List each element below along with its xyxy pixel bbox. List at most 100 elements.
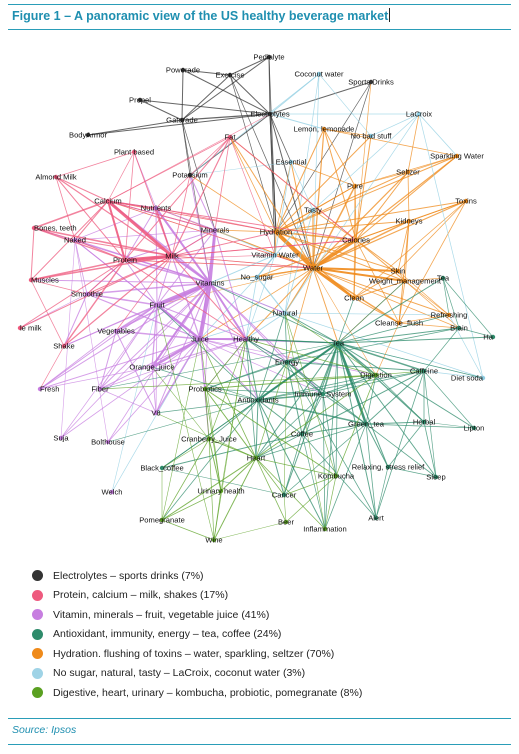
node-dot — [58, 435, 64, 441]
network-edge — [398, 220, 410, 324]
node-dot — [456, 325, 462, 331]
legend-label: Antioxidant, immunity, energy – tea, cof… — [53, 628, 282, 641]
node-digestion: Digestion — [360, 371, 392, 380]
network-edge — [204, 388, 324, 395]
network-edge — [124, 259, 314, 269]
node-label: Tea — [332, 339, 345, 348]
node-label: Heart — [247, 454, 266, 463]
node-label: Probiotics — [188, 385, 222, 394]
node-calories: Calories — [342, 236, 370, 245]
network-edge — [124, 254, 276, 261]
node-kidneys: Kidneys — [395, 217, 422, 226]
network-edge — [30, 279, 65, 347]
network-edge — [337, 342, 377, 376]
network-edge — [335, 374, 377, 477]
node-label: Sleep — [426, 473, 445, 482]
node-label: Clean — [344, 294, 364, 303]
network-edge — [124, 151, 135, 261]
node-dot — [28, 277, 34, 283]
network-edge — [323, 128, 372, 137]
network-edge — [353, 185, 356, 299]
network-edge — [375, 374, 425, 423]
network-edge — [255, 361, 288, 459]
node-dot — [316, 71, 322, 77]
network-edge — [404, 277, 444, 282]
network-edge — [199, 338, 257, 459]
node-label: Antioxidants — [237, 396, 279, 405]
node-beer: Beer — [278, 518, 295, 527]
network-edge — [257, 374, 377, 401]
network-edge — [284, 312, 377, 376]
network-edge — [199, 276, 258, 340]
node-greentea1: Tea — [437, 274, 450, 283]
network-edge — [323, 128, 458, 157]
network-edge — [312, 267, 339, 344]
node-label: Cranberry_Juice — [181, 435, 237, 444]
node-dot — [284, 359, 290, 365]
node-ha: Ha — [483, 333, 496, 342]
network-edge — [208, 399, 259, 440]
network-edge — [181, 69, 184, 121]
node-powerade: Powerade — [166, 66, 200, 75]
node-dot — [480, 375, 486, 381]
network-edge — [286, 361, 303, 435]
node-dot — [288, 159, 294, 165]
node-label: Beer — [278, 518, 295, 527]
network-edge — [398, 280, 406, 324]
node-dot — [159, 517, 165, 523]
node-dot — [17, 325, 23, 331]
network-edge — [124, 239, 357, 261]
network-edge — [423, 370, 437, 478]
network-edge — [115, 255, 173, 332]
network-edge — [74, 239, 88, 295]
node-label: No_sugar — [241, 273, 274, 282]
node-cranberry: Cranberry_Juice — [181, 435, 237, 444]
network-edge — [324, 423, 367, 530]
network-edge — [220, 457, 257, 492]
network-edge — [256, 239, 357, 278]
network-edge — [375, 322, 400, 376]
network-edge — [423, 370, 484, 379]
node-label: Propel — [129, 96, 151, 105]
network-edge — [220, 338, 247, 492]
network-edge — [161, 433, 303, 469]
node-bolthouse: Bolthouse — [91, 438, 125, 447]
node-dot — [266, 54, 272, 60]
network-edge — [30, 279, 211, 284]
network-edge — [181, 56, 270, 121]
node-dot — [84, 291, 90, 297]
network-edge — [448, 314, 484, 379]
node-dot — [385, 464, 391, 470]
node-label: Juice — [191, 335, 209, 344]
network-edge — [107, 151, 135, 202]
node-label: Relaxing, stress relief — [352, 463, 425, 472]
node-label: Inflammation — [303, 525, 346, 534]
network-edge — [283, 433, 303, 496]
network-edge — [30, 259, 126, 281]
network-edge — [55, 176, 76, 241]
node-label: Black_coffee — [140, 464, 183, 473]
network-edge — [274, 161, 292, 256]
network-edge — [398, 322, 460, 329]
node-label: Lemon, lemonade — [294, 125, 355, 134]
node-welch: Welch — [102, 488, 123, 497]
node-dot — [169, 253, 175, 259]
node-nutrients: Nutrients — [141, 204, 172, 213]
network-edge — [322, 393, 326, 530]
network-edge — [171, 255, 314, 269]
legend-item: Hydration. flushing of toxins – water, s… — [32, 644, 362, 664]
node-label: Vitamins — [196, 279, 225, 288]
legend-swatch — [32, 628, 43, 640]
node-dot — [180, 67, 186, 73]
network-edge — [423, 421, 475, 429]
network-edge — [156, 304, 215, 541]
node-label: Healthy — [233, 335, 259, 344]
node-dot — [105, 198, 111, 204]
node-minerals: Minerals — [201, 226, 230, 235]
network-edge — [318, 73, 372, 137]
network-edge — [301, 423, 367, 435]
network-graph: Pedialyte Powerade Exercise Coconut water Sp… — [17, 53, 496, 545]
node-dot — [353, 237, 359, 243]
node-label: Immune_System — [295, 390, 352, 399]
node-fat: Fat — [225, 133, 237, 142]
